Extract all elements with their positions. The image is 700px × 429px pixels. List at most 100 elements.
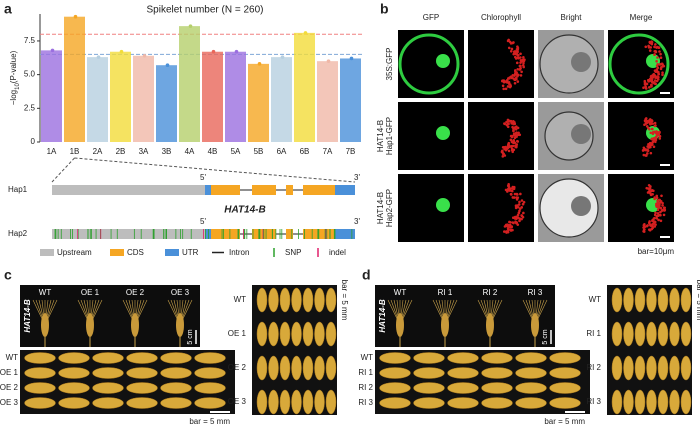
grain	[279, 321, 291, 347]
chloroplast	[661, 65, 664, 68]
chloroplast	[519, 64, 522, 68]
cds	[211, 185, 240, 195]
y-axis-label-part: 10	[15, 83, 21, 90]
grain	[549, 367, 581, 379]
chloroplast	[516, 139, 519, 143]
five-prime: 5'	[200, 217, 206, 226]
grain	[634, 389, 646, 415]
gene-label: HAT14-B	[378, 299, 387, 332]
chloroplast	[511, 221, 515, 224]
snp-cluster	[202, 51, 223, 142]
chloroplast	[647, 228, 651, 231]
chloroplast	[514, 55, 517, 59]
plant-photo	[375, 285, 555, 347]
legend-label: CDS	[127, 248, 144, 257]
chloroplast	[512, 52, 515, 56]
row-label: RI 1	[586, 329, 601, 338]
panel-label: b	[380, 1, 389, 17]
y-axis-label-part: (P-value)	[9, 50, 18, 83]
grain	[268, 355, 279, 381]
peak-snp	[73, 14, 78, 19]
chloroplast	[655, 136, 658, 139]
grain	[325, 389, 337, 415]
chloroplast	[650, 80, 654, 83]
grain	[302, 321, 314, 347]
grain	[379, 397, 411, 409]
chloroplast	[649, 151, 653, 155]
cds	[286, 185, 293, 195]
chloroplast	[514, 206, 518, 210]
chloroplast	[653, 45, 656, 49]
gfp-nucleus	[436, 126, 450, 140]
chloroplast	[509, 84, 513, 88]
spike	[486, 313, 494, 337]
row-label: WT	[234, 295, 247, 304]
gfp-ring	[608, 33, 670, 95]
peak-snp	[142, 53, 147, 58]
grain	[657, 389, 669, 415]
grain	[314, 355, 325, 381]
row-label: RI 1	[358, 368, 373, 377]
chloroplast	[509, 138, 513, 142]
plant-label: OE 3	[171, 288, 190, 297]
grain	[481, 367, 513, 379]
peak-snp	[96, 55, 101, 59]
chloroplast	[644, 45, 648, 49]
vacuole	[571, 124, 591, 144]
chloroplast	[510, 189, 514, 193]
chloroplast	[656, 211, 660, 215]
scale-label: bar = 5 mm	[340, 280, 349, 321]
chloroplast	[654, 43, 657, 46]
spike	[396, 313, 404, 337]
grain	[160, 352, 192, 364]
x-tick-label: 1B	[70, 147, 80, 156]
spike	[441, 313, 449, 337]
chloroplast	[520, 214, 524, 218]
chloroplast	[511, 140, 514, 144]
x-tick-label: 3A	[139, 147, 149, 156]
x-tick-label: 3B	[162, 147, 172, 156]
chloroplast	[505, 79, 509, 83]
x-tick-label: 5A	[231, 147, 241, 156]
x-tick-label: 7B	[346, 147, 356, 156]
row-label: 35S:GFP	[385, 48, 394, 81]
scale-label: 5 cm	[187, 329, 194, 344]
row-label: RI 2	[358, 383, 373, 392]
snp-cluster	[156, 65, 177, 142]
grain	[413, 352, 445, 364]
chloroplast	[644, 82, 648, 86]
x-tick-label: 4A	[185, 147, 195, 156]
grain	[669, 355, 680, 381]
micrograph	[398, 102, 464, 170]
grain	[126, 352, 158, 364]
chloroplast	[650, 188, 654, 192]
chloroplast	[654, 211, 657, 215]
chloroplast	[650, 119, 654, 123]
chloroplast	[516, 74, 519, 78]
chloroplast	[645, 224, 649, 228]
chloroplast	[661, 208, 665, 212]
row-label: RI 3	[358, 398, 373, 407]
chloroplast	[518, 209, 521, 213]
chloroplast	[659, 210, 662, 214]
chloroplast	[653, 73, 656, 77]
grain	[126, 367, 158, 379]
grain	[646, 355, 657, 381]
column-header: Bright	[561, 13, 583, 22]
chloroplast	[653, 197, 656, 201]
grain	[623, 389, 634, 415]
micrograph	[608, 30, 674, 98]
chloroplast	[515, 193, 519, 196]
snp-cluster	[225, 51, 246, 142]
gfp-ring	[398, 33, 460, 95]
scale-label: bar = 5 mm	[695, 280, 700, 321]
chloroplast	[518, 133, 522, 137]
chloroplast	[516, 48, 520, 51]
snp-cluster	[87, 57, 108, 143]
grain	[669, 321, 680, 347]
chloroplast	[659, 219, 663, 223]
micrograph	[468, 174, 534, 242]
grain	[515, 367, 547, 379]
grain	[92, 397, 124, 409]
